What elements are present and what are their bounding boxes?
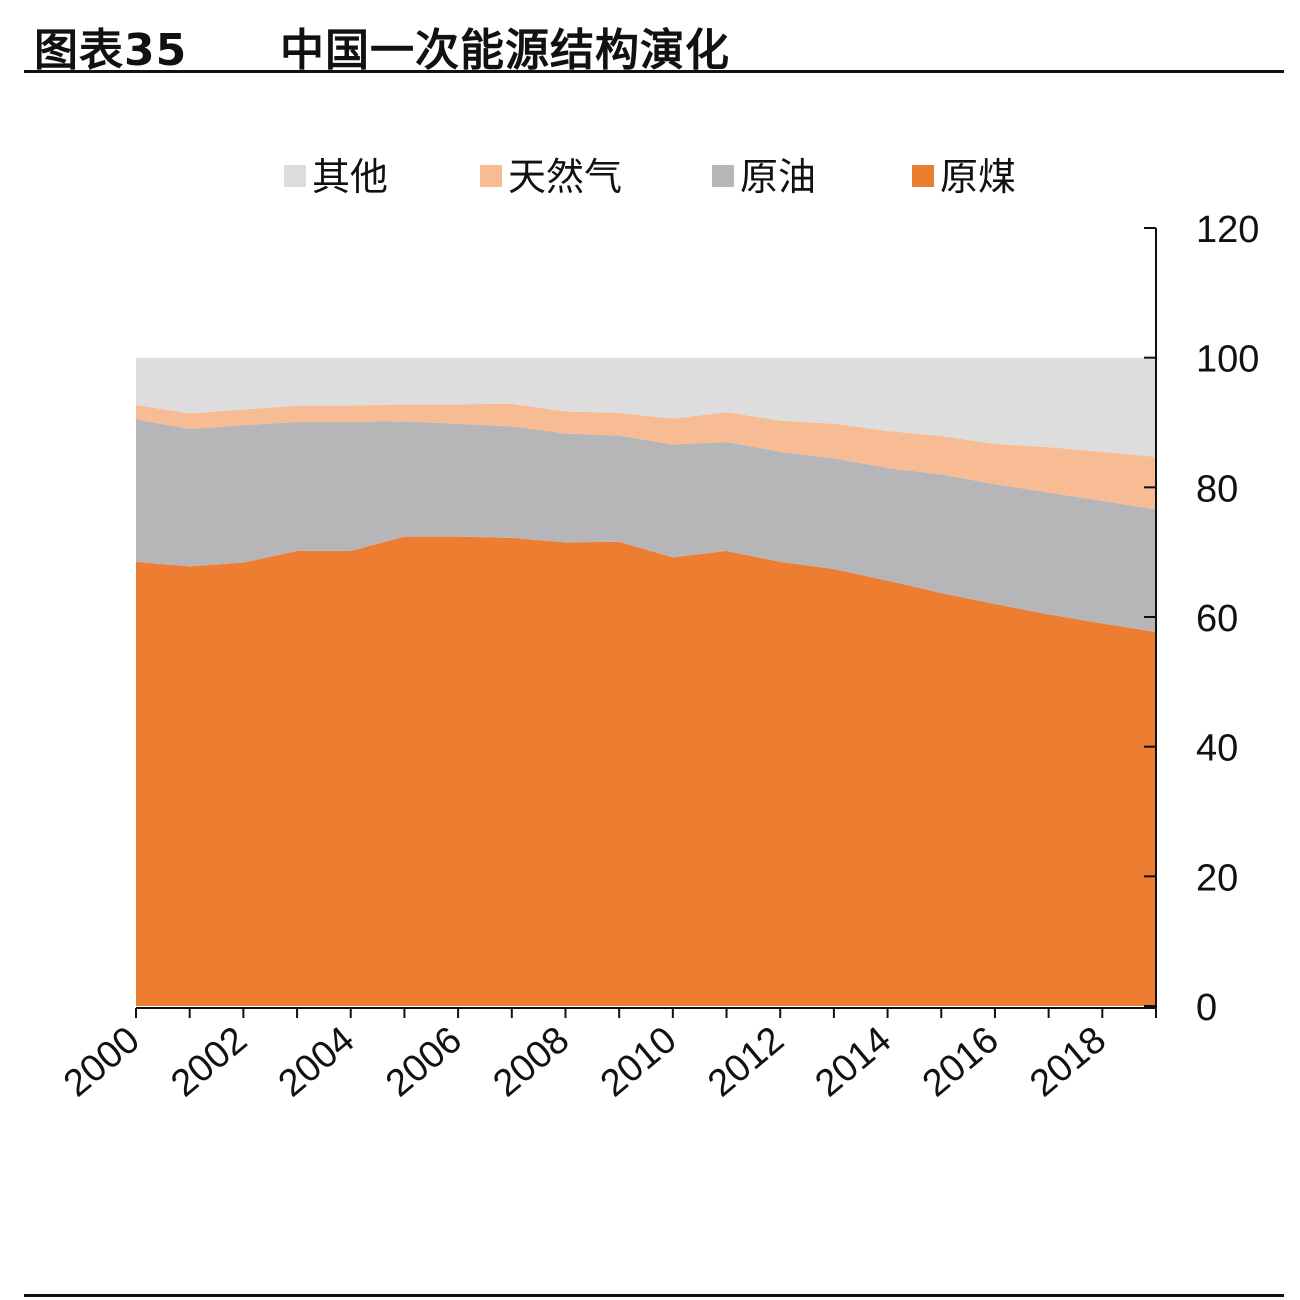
x-tick-label: 2016: [915, 1019, 1007, 1106]
area-其他: [136, 357, 1156, 457]
area-原油: [136, 419, 1156, 632]
x-tick-label: 2000: [56, 1019, 148, 1106]
bottom-rule: [24, 1294, 1284, 1297]
y-tick-label: 60: [1196, 598, 1238, 640]
legend-label: 原油: [740, 155, 816, 199]
y-tick-label: 20: [1196, 857, 1238, 899]
top-rule: [24, 70, 1284, 73]
figure-header: 图表35 中国一次能源结构演化: [24, 8, 1284, 76]
x-tick-label: 2014: [808, 1019, 900, 1106]
figure-label: 图表35: [34, 25, 188, 76]
legend-swatch: [284, 165, 306, 187]
y-tick-label: 100: [1196, 339, 1259, 381]
x-tick-label: 2004: [271, 1019, 363, 1106]
area-layers: [136, 357, 1156, 1006]
x-tick-label: 2008: [485, 1019, 577, 1106]
x-tick-label: 2010: [593, 1019, 685, 1106]
x-tick-label: 2018: [1022, 1019, 1114, 1106]
y-tick-label: 0: [1196, 987, 1217, 1029]
x-tick-label: 2006: [378, 1019, 470, 1106]
x-tick-label: 2002: [163, 1019, 255, 1106]
x-tick-label: 2012: [700, 1019, 792, 1106]
chart-title: 中国一次能源结构演化: [280, 25, 730, 76]
y-tick-label: 80: [1196, 468, 1238, 510]
y-tick-label: 120: [1196, 209, 1259, 251]
legend-label: 原煤: [940, 155, 1016, 199]
x-axis: 2000 2002 2004 2006 2008 2010 2012 2014 2016 2018: [56, 1007, 1157, 1106]
legend-swatch: [912, 165, 934, 187]
legend-label: 其他: [312, 155, 388, 199]
legend: 其他 天然气 原油 原煤: [284, 155, 1016, 199]
legend-swatch: [712, 165, 734, 187]
area-原煤: [136, 536, 1156, 1006]
y-axis: 0 20 40 60 80 100 120: [1144, 209, 1259, 1029]
legend-swatch: [480, 165, 502, 187]
y-tick-label: 40: [1196, 728, 1238, 770]
legend-label: 天然气: [508, 155, 622, 199]
area-天然气: [136, 403, 1156, 510]
